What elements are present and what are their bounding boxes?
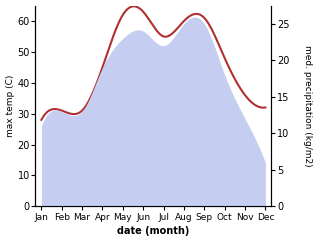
Y-axis label: max temp (C): max temp (C): [5, 75, 15, 137]
X-axis label: date (month): date (month): [117, 227, 190, 236]
Y-axis label: med. precipitation (kg/m2): med. precipitation (kg/m2): [303, 45, 313, 167]
